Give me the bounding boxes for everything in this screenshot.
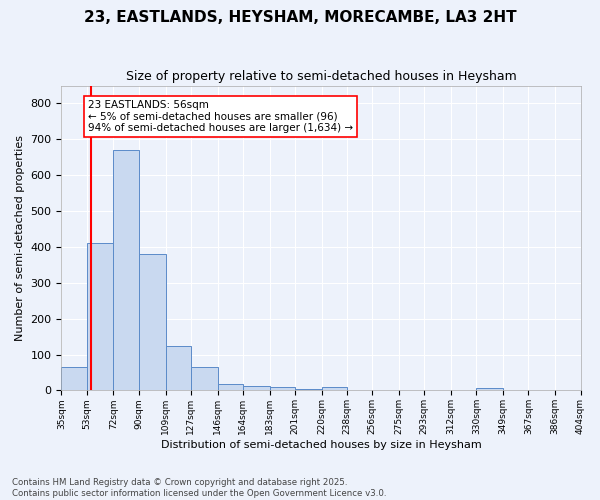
Bar (476, 388, 503, 390)
Bar (139, 254, 166, 390)
Text: Contains HM Land Registry data © Crown copyright and database right 2025.
Contai: Contains HM Land Registry data © Crown c… (12, 478, 386, 498)
Bar (269, 387, 295, 390)
Bar (87, 244, 113, 390)
Bar (61, 367, 87, 390)
Text: 23, EASTLANDS, HEYSHAM, MORECAMBE, LA3 2HT: 23, EASTLANDS, HEYSHAM, MORECAMBE, LA3 2… (83, 10, 517, 25)
Bar (322, 387, 347, 390)
Text: 23 EASTLANDS: 56sqm
← 5% of semi-detached houses are smaller (96)
94% of semi-de: 23 EASTLANDS: 56sqm ← 5% of semi-detache… (88, 100, 353, 133)
Y-axis label: Number of semi-detached properties: Number of semi-detached properties (15, 135, 25, 341)
Bar (243, 386, 269, 390)
Bar (191, 367, 218, 390)
Title: Size of property relative to semi-detached houses in Heysham: Size of property relative to semi-detach… (125, 70, 517, 83)
Bar (113, 150, 139, 390)
Bar (295, 388, 322, 390)
Bar (218, 384, 243, 390)
Bar (166, 346, 191, 391)
X-axis label: Distribution of semi-detached houses by size in Heysham: Distribution of semi-detached houses by … (161, 440, 481, 450)
